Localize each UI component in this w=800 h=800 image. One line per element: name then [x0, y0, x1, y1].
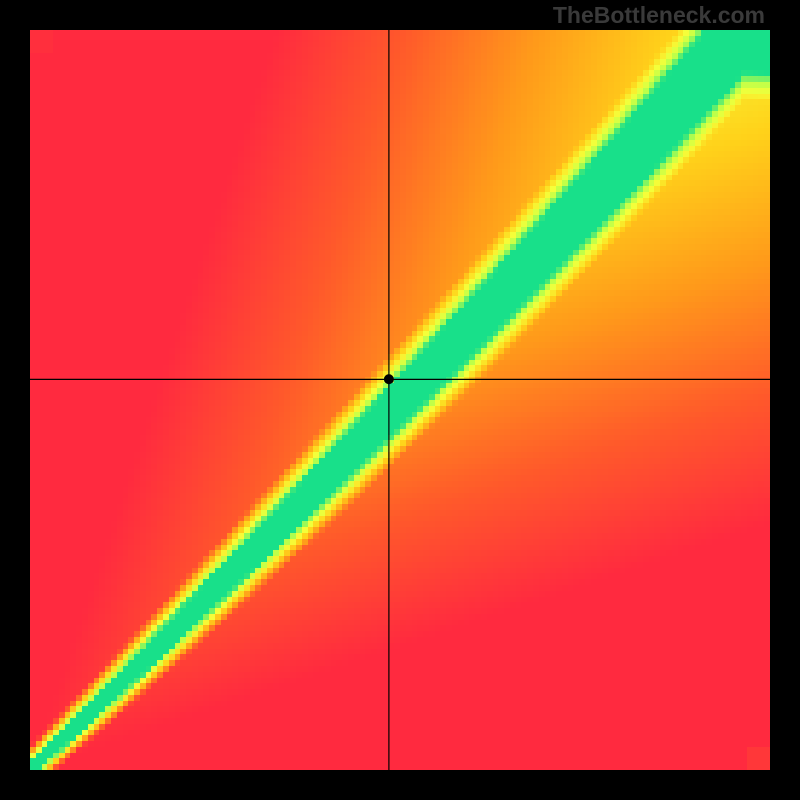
bottleneck-heatmap: [0, 0, 800, 800]
watermark: TheBottleneck.com: [553, 2, 765, 29]
chart-container: TheBottleneck.com: [0, 0, 800, 800]
